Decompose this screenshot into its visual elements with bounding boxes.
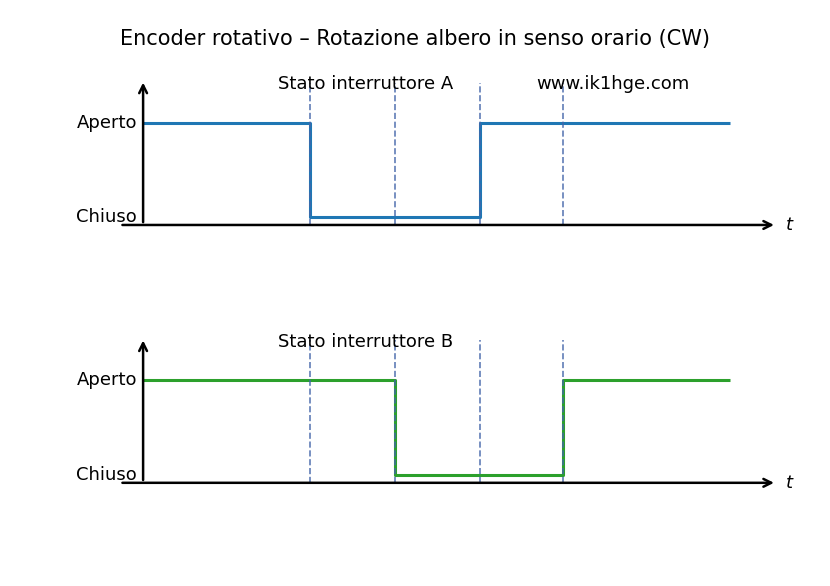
- Text: Stato interruttore B: Stato interruttore B: [279, 333, 454, 351]
- Text: Chiuso: Chiuso: [76, 209, 137, 226]
- Text: Encoder rotativo – Rotazione albero in senso orario (CW): Encoder rotativo – Rotazione albero in s…: [120, 29, 710, 49]
- Text: t: t: [785, 216, 793, 234]
- Text: Aperto: Aperto: [76, 372, 137, 389]
- Text: www.ik1hge.com: www.ik1hge.com: [536, 75, 689, 93]
- Text: Chiuso: Chiuso: [76, 466, 137, 484]
- Text: t: t: [785, 474, 793, 492]
- Text: Aperto: Aperto: [76, 114, 137, 131]
- Text: Stato interruttore A: Stato interruttore A: [278, 75, 454, 93]
